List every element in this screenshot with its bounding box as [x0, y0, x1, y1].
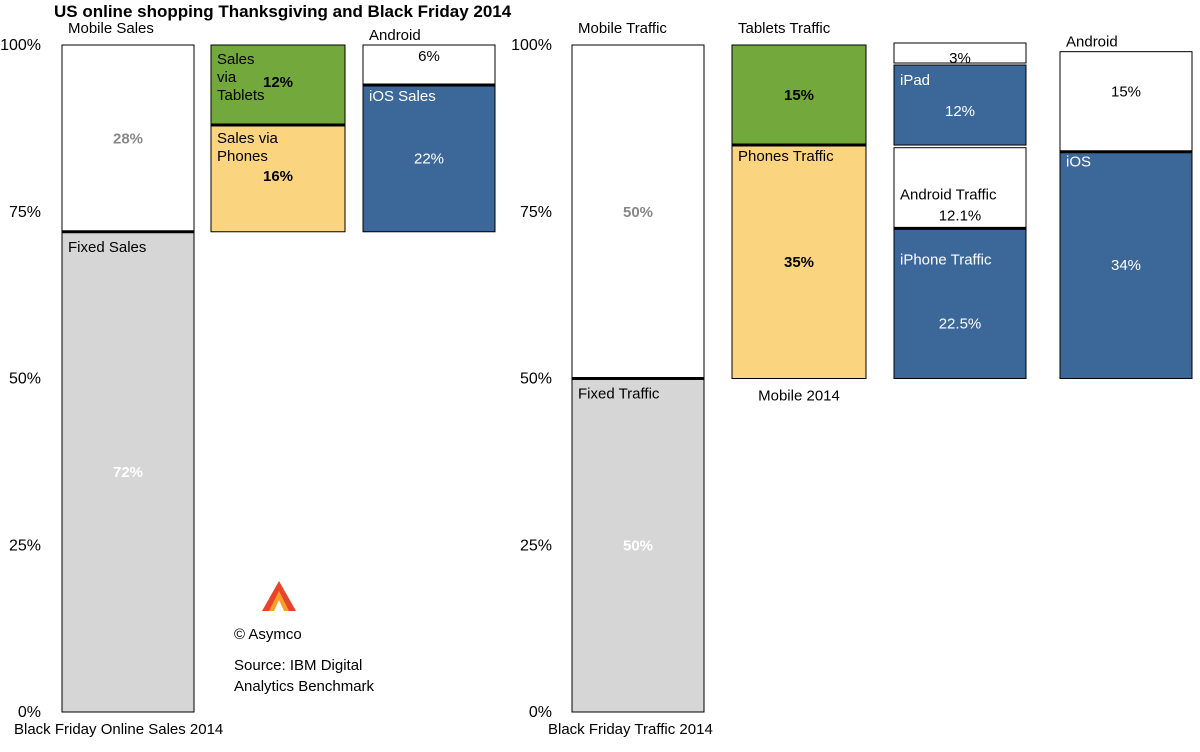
column-caption: Mobile 2014 [758, 388, 840, 405]
y-tick-label: 25% [9, 537, 41, 554]
bar-segment [893, 42, 1027, 64]
segment-name-label: iOS Sales [369, 88, 436, 105]
segment-value-label: 28% [113, 130, 143, 147]
bar-segment [893, 147, 1027, 229]
y-tick-label: 25% [520, 537, 552, 554]
segment-name-label: Mobile Sales [68, 20, 154, 37]
chart-title: US online shopping Thanksgiving and Blac… [54, 2, 512, 21]
bar-segment [571, 378, 705, 713]
bar-segment [362, 84, 496, 233]
segment-name-line: Sales via [217, 130, 279, 147]
bar-segment [731, 144, 867, 379]
segment-name-label: Fixed Sales [68, 239, 146, 256]
bar-segment [210, 44, 346, 126]
segment-value-label: 22.5% [939, 315, 982, 332]
column-caption: Black Friday Online Sales 2014 [14, 721, 223, 738]
bar-segment [893, 227, 1027, 379]
segment-value-label: 34% [1111, 257, 1141, 274]
y-tick-label: 50% [9, 371, 41, 388]
segment-name-line: Sales [217, 51, 255, 68]
segment-name-label: iOS [1066, 154, 1091, 171]
segment-value-label: 15% [784, 87, 814, 104]
segment-name-label: iPhone Traffic [900, 251, 992, 268]
segment-value-label: 12.1% [939, 208, 982, 225]
bar-segment [571, 44, 705, 379]
y-tick-label: 0% [18, 704, 41, 721]
segment-name-line: Phones [217, 148, 268, 165]
segment-value-label: 72% [113, 464, 143, 481]
y-tick-label: 50% [520, 371, 552, 388]
bar-segment [1059, 151, 1193, 379]
bar-segment [210, 124, 346, 233]
source-label-line1: Source: IBM Digital [234, 657, 362, 674]
bar-segment [731, 44, 867, 146]
segment-value-label: 22% [414, 150, 444, 167]
segment-name-label: Phones Traffic [738, 148, 834, 165]
y-tick-label: 0% [529, 704, 552, 721]
y-tick-label: 75% [520, 204, 552, 221]
segment-value-label: 3% [949, 50, 971, 67]
asymco-logo-icon [262, 581, 296, 611]
segment-name-label: Android [1066, 34, 1118, 51]
segment-value-label: 50% [623, 204, 653, 221]
segment-name-label: Sales via Tablets [217, 51, 265, 104]
segment-value-label: 6% [418, 48, 440, 65]
y-tick-label: 100% [0, 37, 41, 54]
segment-value-label: 16% [263, 168, 293, 185]
bar-segment [1059, 51, 1193, 153]
segment-name-label: iPad [900, 72, 930, 89]
segment-value-label: 15% [1111, 84, 1141, 101]
y-tick-label: 75% [9, 204, 41, 221]
y-tick-label: 100% [511, 37, 552, 54]
segment-name-line: via [217, 69, 237, 86]
segment-name-label: Fixed Traffic [578, 386, 660, 403]
chart-marks: 100% 75% 50% 25% 0% 100% 75% 50% 25% 0% Fixed Sale… [0, 20, 1193, 738]
bar-segment [362, 44, 496, 86]
segment-name-line: Tablets [217, 87, 265, 104]
segment-value-label: 50% [623, 537, 653, 554]
segment-name-label: Sales via Phones [217, 130, 279, 165]
source-label-line2: Analytics Benchmark [234, 678, 375, 695]
segment-name-label: Mobile Traffic [578, 20, 667, 37]
segment-value-label: 12% [263, 74, 293, 91]
bar-segment [893, 64, 1027, 146]
bar-segment [61, 231, 195, 713]
segment-name-label: Android [369, 27, 421, 44]
segment-name-label: Tablets Traffic [738, 20, 831, 37]
segment-name-label: Android Traffic [900, 187, 997, 204]
column-caption: Black Friday Traffic 2014 [548, 721, 713, 738]
segment-value-label: 12% [945, 103, 975, 120]
copyright-label: © Asymco [234, 626, 302, 643]
segment-value-label: 35% [784, 254, 814, 271]
bar-segment [61, 44, 195, 233]
